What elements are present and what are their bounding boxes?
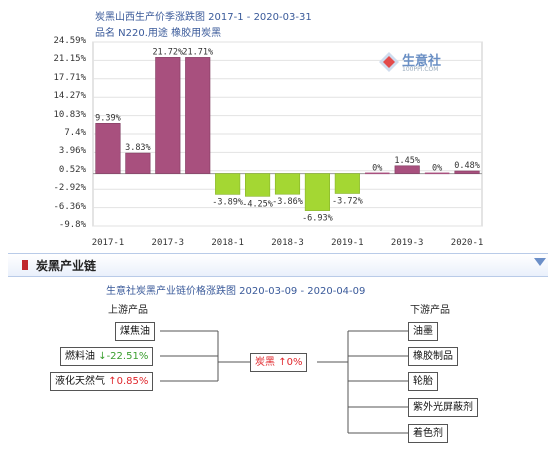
bar bbox=[365, 172, 390, 175]
bar bbox=[215, 173, 241, 195]
x-tick-label: 2018-1 bbox=[211, 238, 244, 248]
chain-title: 生意社炭黑产业链价格涨跌图 2020-03-09 - 2020-04-09 bbox=[106, 286, 366, 297]
downstream-name: 着色剂 bbox=[413, 428, 443, 439]
data-label: -3.86% bbox=[272, 197, 303, 207]
x-tick-label: 2019-3 bbox=[390, 238, 424, 248]
watermark-logo: 生意社 100PPI.COM bbox=[378, 47, 460, 77]
logo-name: 生意社 bbox=[402, 54, 442, 69]
downstream-item-uv-shield[interactable]: 紫外光屏蔽剂 bbox=[408, 398, 478, 417]
center-product[interactable]: 炭黑 ↑0% bbox=[250, 353, 308, 372]
x-tick-label: 2018-3 bbox=[271, 238, 304, 248]
center-name: 炭黑 bbox=[255, 357, 275, 368]
bar bbox=[454, 170, 480, 174]
section-title: 炭黑产业链 bbox=[36, 259, 97, 273]
downstream-item-ink[interactable]: 油墨 bbox=[408, 322, 438, 341]
y-tick-label: 14.27% bbox=[53, 91, 86, 102]
upstream-item-coal-tar[interactable]: 煤焦油 bbox=[115, 322, 155, 341]
bar bbox=[185, 57, 211, 174]
downstream-name: 油墨 bbox=[413, 326, 433, 337]
y-tick-label: 7.4% bbox=[64, 128, 86, 138]
section-bullet-icon bbox=[22, 260, 28, 270]
bar bbox=[334, 173, 360, 194]
downstream-header: 下游产品 bbox=[410, 305, 450, 316]
bar bbox=[304, 173, 330, 211]
data-label: 21.72% bbox=[152, 47, 183, 57]
x-tick-label: 2017-3 bbox=[151, 238, 185, 248]
x-tick-label: 2017-1 bbox=[91, 238, 125, 248]
bar bbox=[95, 123, 121, 174]
data-label: 0% bbox=[372, 164, 382, 174]
up-arrow-icon: ↑ bbox=[278, 357, 287, 368]
downstream-item-colorant[interactable]: 着色剂 bbox=[408, 424, 448, 443]
data-label: 0.48% bbox=[454, 161, 480, 171]
data-label: 1.45% bbox=[394, 156, 420, 166]
upstream-name: 液化天然气 bbox=[55, 376, 105, 387]
bar bbox=[394, 165, 420, 174]
x-tick-label: 2019-1 bbox=[331, 238, 364, 248]
bar bbox=[274, 173, 301, 195]
upstream-name: 燃料油 bbox=[65, 351, 95, 362]
y-tick-label: 24.59% bbox=[53, 36, 86, 46]
center-change: 0% bbox=[286, 357, 303, 368]
y-tick-label: 21.15% bbox=[53, 54, 86, 65]
y-tick-label: -9.8% bbox=[58, 220, 86, 230]
downstream-item-rubber-products[interactable]: 橡胶制品 bbox=[408, 347, 458, 366]
data-label: 9.39% bbox=[95, 113, 121, 123]
bar bbox=[245, 173, 271, 197]
data-label: -3.89% bbox=[212, 197, 243, 207]
y-tick-label: 3.96% bbox=[58, 146, 86, 157]
bar bbox=[125, 152, 151, 174]
x-tick-label: 2020-1 bbox=[450, 238, 484, 248]
bar-chart: 9.39% 3.83% 21.72% 21.71% -3.89% -4.25% -3.86%… bbox=[92, 41, 483, 227]
y-tick-label: 17.71% bbox=[53, 72, 86, 83]
bar bbox=[155, 57, 181, 174]
logo-icon bbox=[379, 52, 399, 72]
downstream-name: 橡胶制品 bbox=[413, 351, 453, 362]
upstream-header: 上游产品 bbox=[108, 305, 148, 316]
bar bbox=[424, 172, 450, 175]
upstream-item-lng[interactable]: 液化天然气 ↑0.85% bbox=[50, 372, 154, 391]
y-tick-label: -2.92% bbox=[53, 183, 86, 194]
data-label: 21.71% bbox=[182, 47, 213, 57]
up-arrow-icon: ↑ bbox=[108, 376, 117, 387]
downstream-item-tire[interactable]: 轮胎 bbox=[408, 372, 438, 391]
data-label: 3.83% bbox=[125, 143, 151, 153]
upstream-name: 煤焦油 bbox=[120, 326, 150, 337]
downstream-name: 紫外光屏蔽剂 bbox=[413, 402, 473, 413]
data-label: 0% bbox=[432, 164, 442, 174]
y-tick-label: 10.83% bbox=[53, 109, 86, 120]
upstream-item-fuel-oil[interactable]: 燃料油 ↓-22.51% bbox=[60, 347, 154, 366]
data-label: -3.72% bbox=[332, 196, 363, 206]
data-label: -4.25% bbox=[242, 199, 273, 209]
y-tick-label: 0.52% bbox=[58, 164, 86, 175]
y-tick-label: -6.36% bbox=[53, 201, 86, 212]
collapse-triangle-icon[interactable] bbox=[534, 258, 546, 266]
chart-subtitle: 品名 N220.用途 橡胶用炭黑 bbox=[95, 28, 222, 39]
section-header: 炭黑产业链 bbox=[8, 253, 548, 277]
upstream-change: -22.51% bbox=[106, 351, 149, 362]
logo-sub: 100PPI.COM bbox=[402, 66, 439, 73]
chart-title: 炭黑山西生产价季涨跌图 2017-1 - 2020-03-31 bbox=[95, 12, 312, 23]
down-arrow-icon: ↓ bbox=[98, 351, 107, 362]
data-label: -6.93% bbox=[302, 214, 333, 224]
upstream-change: 0.85% bbox=[116, 376, 149, 387]
downstream-name: 轮胎 bbox=[413, 376, 433, 387]
